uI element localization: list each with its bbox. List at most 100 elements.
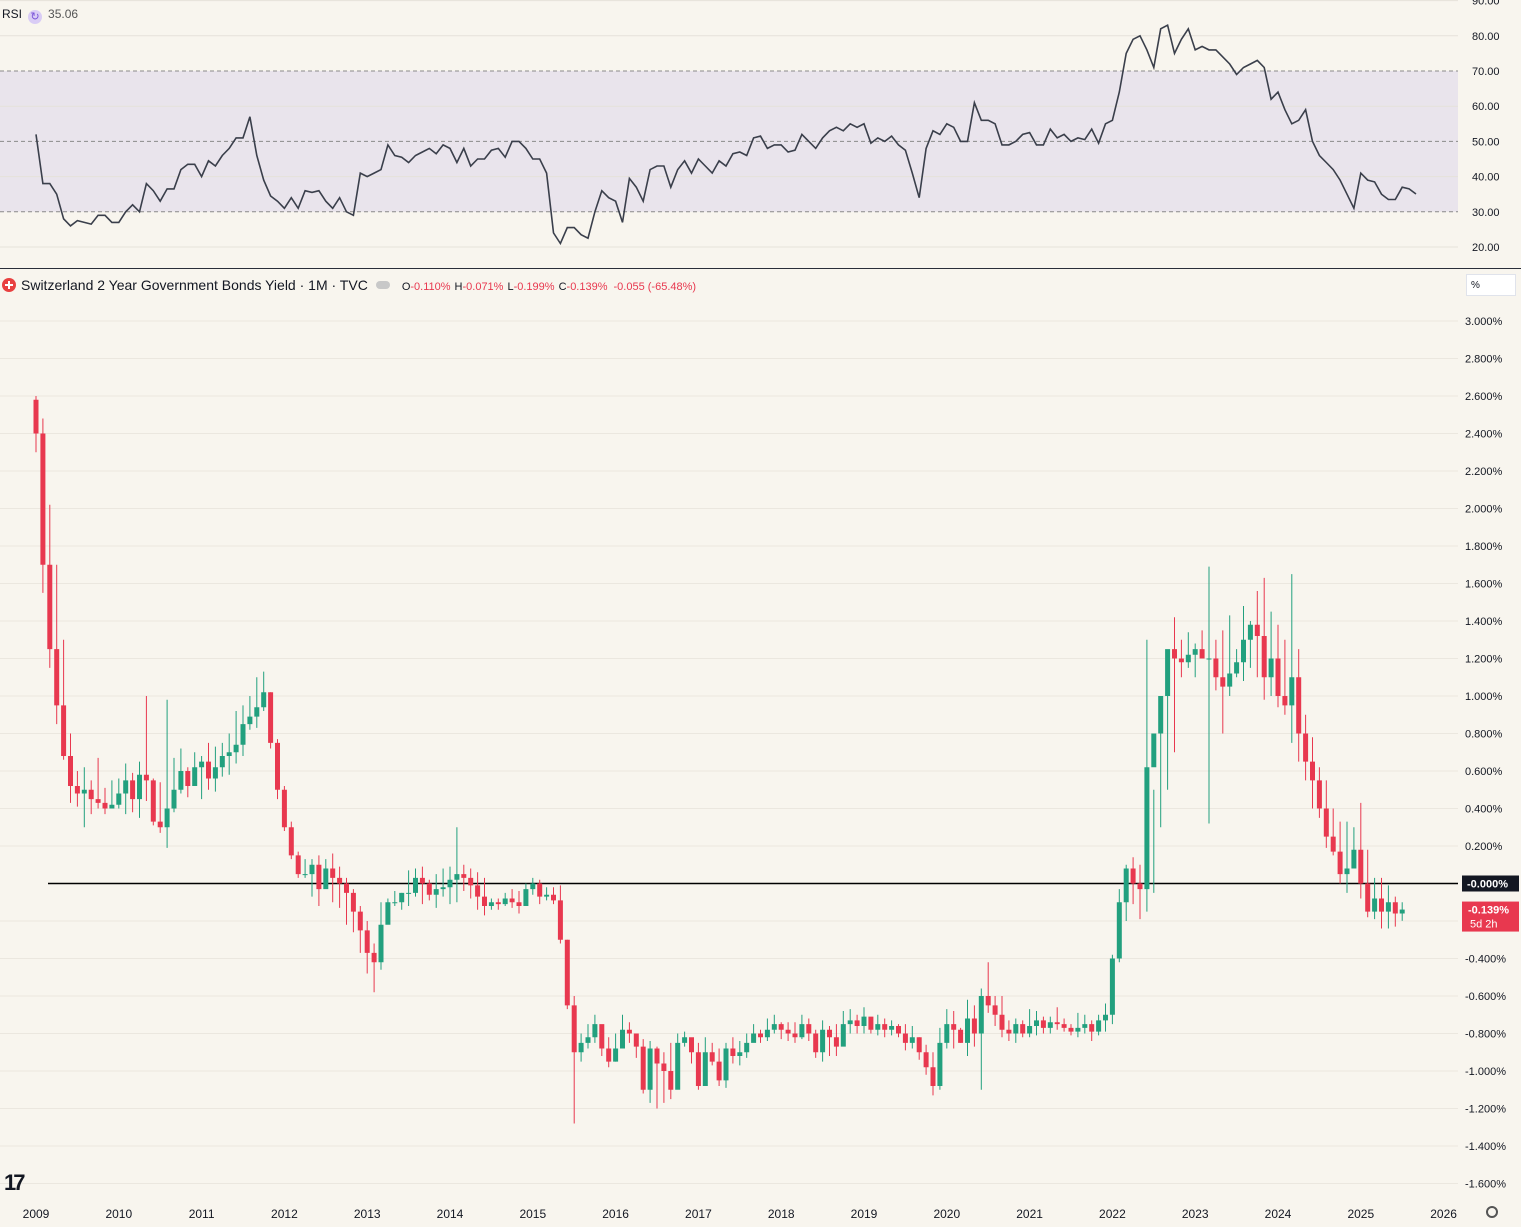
price-pane[interactable]: 3.000% 2.800% 2.600% 2.400% 2.200% 2.000% 1.80… (0, 270, 1521, 1200)
candle (702, 1037, 708, 1086)
candle (1040, 1016, 1046, 1034)
candle (33, 396, 39, 453)
candle (74, 771, 80, 807)
candle-body (661, 1063, 667, 1071)
rsi-legend[interactable]: RSI ↻ 35.06 (2, 7, 78, 24)
candle (951, 1011, 957, 1049)
candle-body (1116, 902, 1122, 959)
unit-selector[interactable]: % (1466, 274, 1516, 296)
candle-body (951, 1024, 957, 1030)
candle-body (1199, 649, 1205, 659)
candle-body (999, 1014, 1005, 1030)
candle-body (861, 1016, 867, 1026)
candle-body (1337, 851, 1343, 875)
candle-body (847, 1020, 853, 1025)
candle-body (433, 889, 439, 895)
candle (337, 866, 343, 908)
time-axis[interactable]: 2009 2010 2011 2012 2013 2014 2015 2016 2017 2018… (0, 1200, 1521, 1222)
candle-body (1082, 1024, 1088, 1028)
candle (992, 996, 998, 1026)
candle (47, 504, 53, 668)
candle-body (1344, 868, 1350, 875)
candle-body (254, 707, 260, 717)
candle (1372, 877, 1378, 920)
candle-body (1109, 958, 1115, 1015)
candle (116, 778, 122, 809)
candle (1123, 864, 1129, 921)
settings-icon[interactable] (1486, 1206, 1498, 1218)
rsi-tick-label: 90.00 (1472, 0, 1500, 8)
rsi-tick-label: 40.00 (1472, 172, 1500, 184)
candle-body (716, 1061, 722, 1081)
candle-body (1165, 649, 1171, 696)
candle-body (1137, 883, 1143, 890)
candle-body (1234, 662, 1240, 674)
candle (1344, 821, 1350, 893)
candle-body (1296, 677, 1302, 734)
rsi-pane[interactable]: 20.00 30.00 40.00 50.00 60.00 70.00 80.00 90.00 (0, 0, 1521, 268)
candle-body (192, 767, 198, 786)
candle-body (240, 724, 246, 745)
candle-body (199, 761, 205, 768)
candle-body (592, 1024, 598, 1038)
candle (1116, 889, 1122, 963)
candle (206, 742, 211, 790)
candle (557, 885, 563, 944)
last-price-text: -0.139% (1468, 905, 1509, 917)
open-value: -0.110% (410, 281, 451, 293)
price-tick-label: 2.600% (1465, 391, 1503, 403)
candle-body (985, 996, 991, 1006)
candle (578, 1033, 584, 1062)
swiss-flag-icon (2, 278, 16, 292)
candle (564, 939, 570, 1010)
candle (392, 891, 398, 906)
candle (695, 1042, 701, 1090)
candle (357, 906, 363, 953)
year-tick-label: 2018 (768, 1207, 795, 1221)
symbol-title[interactable]: Switzerland 2 Year Government Bonds Yiel… (21, 277, 368, 293)
tradingview-logo-icon[interactable]: 17 (4, 1170, 26, 1195)
sync-icon[interactable]: ↻ (28, 10, 43, 24)
price-tick-label: 2.200% (1465, 466, 1503, 478)
candle (613, 1033, 619, 1062)
candle (944, 1009, 950, 1049)
candle-body (806, 1024, 812, 1034)
candle (95, 757, 101, 809)
candle (1275, 624, 1281, 708)
candle (68, 733, 73, 803)
candle-body (930, 1067, 936, 1086)
candle (385, 898, 391, 925)
candle-body (288, 827, 294, 856)
candle (806, 1018, 812, 1041)
candle (620, 1014, 625, 1049)
candle-body (1096, 1020, 1102, 1032)
candle (302, 859, 308, 878)
rsi-tick-label: 80.00 (1472, 31, 1500, 43)
candle-body (495, 902, 501, 905)
candle (1289, 574, 1295, 743)
candle-body (399, 892, 405, 903)
pane-divider[interactable] (0, 268, 1521, 269)
symbol-legend[interactable]: Switzerland 2 Year Government Bonds Yiel… (2, 277, 696, 293)
candle-body (813, 1033, 819, 1053)
candle (737, 1041, 743, 1066)
candle (751, 1024, 757, 1043)
candle (661, 1052, 667, 1103)
candle (585, 1024, 591, 1049)
candle (1151, 733, 1157, 893)
candle-body (971, 1018, 977, 1034)
price-chart[interactable]: 3.000% 2.800% 2.600% 2.400% 2.200% 2.000% 1.80… (0, 270, 1521, 1200)
high-value: -0.071% (462, 281, 504, 293)
candle-body (171, 789, 177, 809)
candle-body (1027, 1026, 1033, 1034)
candle (792, 1022, 798, 1043)
rsi-value: 35.06 (48, 7, 79, 21)
candle-body (185, 771, 191, 786)
rsi-chart[interactable]: 20.00 30.00 40.00 50.00 60.00 70.00 80.00 90.00 (0, 0, 1521, 268)
candle (1254, 591, 1260, 678)
candle-body (958, 1029, 964, 1043)
candle-body (1130, 868, 1136, 884)
visibility-toggle-icon[interactable] (375, 281, 390, 289)
low-value: -0.199% (513, 281, 555, 293)
candle (454, 827, 460, 903)
